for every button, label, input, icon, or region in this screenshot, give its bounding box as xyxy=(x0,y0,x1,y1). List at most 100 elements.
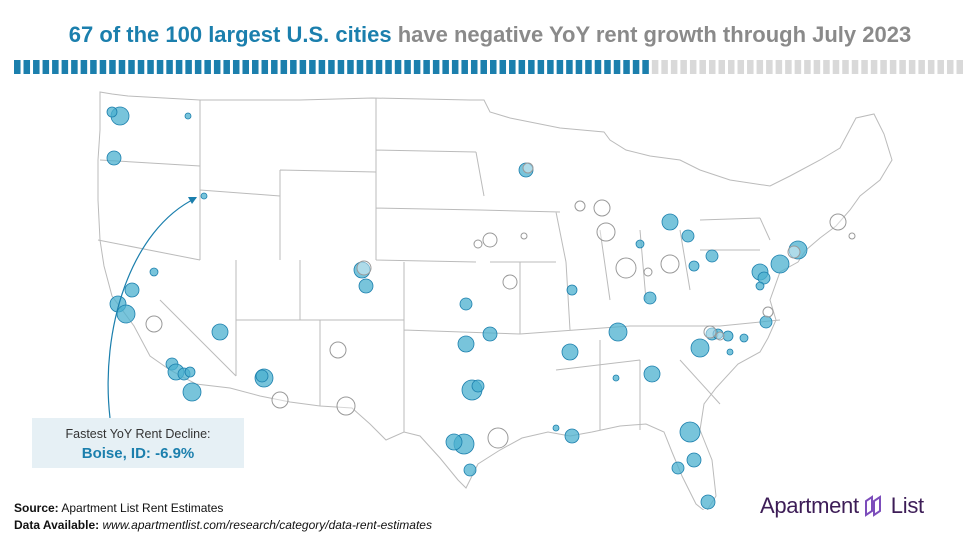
city-circle-negative xyxy=(566,284,578,296)
progress-segment-filled xyxy=(613,60,621,74)
city-circle-positive xyxy=(829,213,847,231)
progress-segment-empty xyxy=(899,60,906,74)
city-circle-negative xyxy=(116,304,136,324)
city-circle-negative xyxy=(635,239,645,249)
apartment-list-logo: Apartment List xyxy=(760,493,924,519)
city-circle-positive xyxy=(502,274,518,290)
city-circle-positive xyxy=(596,222,616,242)
progress-segment-filled xyxy=(71,60,78,74)
progress-segment-filled xyxy=(118,60,126,74)
callout-box: Fastest YoY Rent Decline: Boise, ID: -6.… xyxy=(32,418,244,468)
city-circle-negative xyxy=(106,150,122,166)
city-circle-negative xyxy=(184,366,196,378)
city-circle-positive xyxy=(522,162,534,174)
progress-segment-filled xyxy=(90,60,97,74)
progress-segment-filled xyxy=(366,60,373,74)
callout-arrow xyxy=(107,197,197,419)
city-circle-negative xyxy=(739,333,749,343)
city-circle-negative xyxy=(182,382,202,402)
progress-segment-empty xyxy=(956,60,963,74)
city-circle-positive xyxy=(520,232,528,240)
progress-segment-empty xyxy=(937,60,944,74)
progress-segment-filled xyxy=(261,60,269,74)
progress-segment-filled xyxy=(194,60,202,74)
progress-segment-filled xyxy=(432,60,440,74)
city-circle-negative xyxy=(463,463,477,477)
city-circle-negative xyxy=(561,343,579,361)
city-circle-negative xyxy=(255,369,269,383)
progress-segment-empty xyxy=(670,60,678,74)
title-highlight: 67 of the 100 largest U.S. cities xyxy=(68,22,392,47)
progress-segment-filled xyxy=(575,60,583,74)
city-circle-negative xyxy=(705,249,719,263)
progress-segment-filled xyxy=(528,60,535,74)
progress-segment-empty xyxy=(718,60,725,74)
progress-segment-empty xyxy=(870,60,878,74)
city-circle-positive xyxy=(643,267,653,277)
progress-segment-empty xyxy=(813,60,821,74)
city-circle-positive xyxy=(762,306,774,318)
chart-title: 67 of the 100 largest U.S. cities have n… xyxy=(0,22,980,48)
progress-segment-filled xyxy=(604,60,611,74)
callout-line1: Fastest YoY Rent Decline: xyxy=(65,427,211,441)
city-circle-positive xyxy=(473,239,483,249)
city-circle-negative xyxy=(457,335,475,353)
city-circle-negative xyxy=(612,374,620,382)
progress-segment-filled xyxy=(318,60,326,74)
progress-segment-filled xyxy=(128,60,135,74)
city-circle-negative xyxy=(482,326,498,342)
city-circle-positive xyxy=(703,325,717,339)
progress-segment-filled xyxy=(271,60,278,74)
progress-segment-empty xyxy=(737,60,745,74)
progress-segment-filled xyxy=(470,60,478,74)
progress-segment-filled xyxy=(14,60,21,74)
progress-segment-empty xyxy=(946,60,954,74)
logo-right: List xyxy=(890,493,924,518)
progress-segment-empty xyxy=(918,60,925,74)
progress-segment-filled xyxy=(242,60,249,74)
source-block: Source: Apartment List Rent Estimates Da… xyxy=(14,500,432,534)
progress-segment-filled xyxy=(109,60,116,74)
progress-segment-empty xyxy=(756,60,764,74)
progress-segment-filled xyxy=(80,60,88,74)
progress-segment-filled xyxy=(61,60,69,74)
progress-segment-filled xyxy=(556,60,564,74)
city-circle-negative xyxy=(643,291,657,305)
city-circle-negative xyxy=(690,338,710,358)
progress-segment-empty xyxy=(766,60,773,74)
progress-segment-filled xyxy=(375,60,383,74)
city-circle-positive xyxy=(848,232,856,240)
progress-bar xyxy=(14,60,963,74)
progress-segment-filled xyxy=(642,60,649,74)
progress-segment-filled xyxy=(290,60,297,74)
city-circle-negative xyxy=(608,322,628,342)
progress-segment-filled xyxy=(156,60,164,74)
progress-segment-filled xyxy=(347,60,354,74)
progress-segment-empty xyxy=(851,60,859,74)
progress-segment-filled xyxy=(566,60,573,74)
city-circle-positive xyxy=(145,315,163,333)
city-circle-negative xyxy=(686,452,702,468)
city-circle-negative xyxy=(757,271,771,285)
us-map xyxy=(97,91,893,510)
city-circle-negative xyxy=(459,297,473,311)
city-circle-negative xyxy=(552,424,560,432)
city-circle-positive xyxy=(615,257,637,279)
city-circle-negative xyxy=(722,330,734,342)
progress-segment-filled xyxy=(442,60,449,74)
city-circle-positive xyxy=(715,331,725,341)
progress-segment-empty xyxy=(661,60,668,74)
city-circle-negative xyxy=(564,428,580,444)
us-outline xyxy=(97,91,893,510)
progress-segment-empty xyxy=(861,60,868,74)
city-circle-positive xyxy=(487,427,509,449)
progress-segment-filled xyxy=(33,60,40,74)
source-text: Apartment List Rent Estimates xyxy=(61,501,224,515)
progress-segment-empty xyxy=(699,60,706,74)
progress-segment-filled xyxy=(213,60,221,74)
progress-segment-filled xyxy=(309,60,316,74)
title-rest: have negative YoY rent growth through Ju… xyxy=(397,22,912,47)
data-url[interactable]: www.apartmentlist.com/research/category/… xyxy=(102,518,432,532)
progress-segment-filled xyxy=(328,60,335,74)
city-circle-negative xyxy=(681,229,695,243)
